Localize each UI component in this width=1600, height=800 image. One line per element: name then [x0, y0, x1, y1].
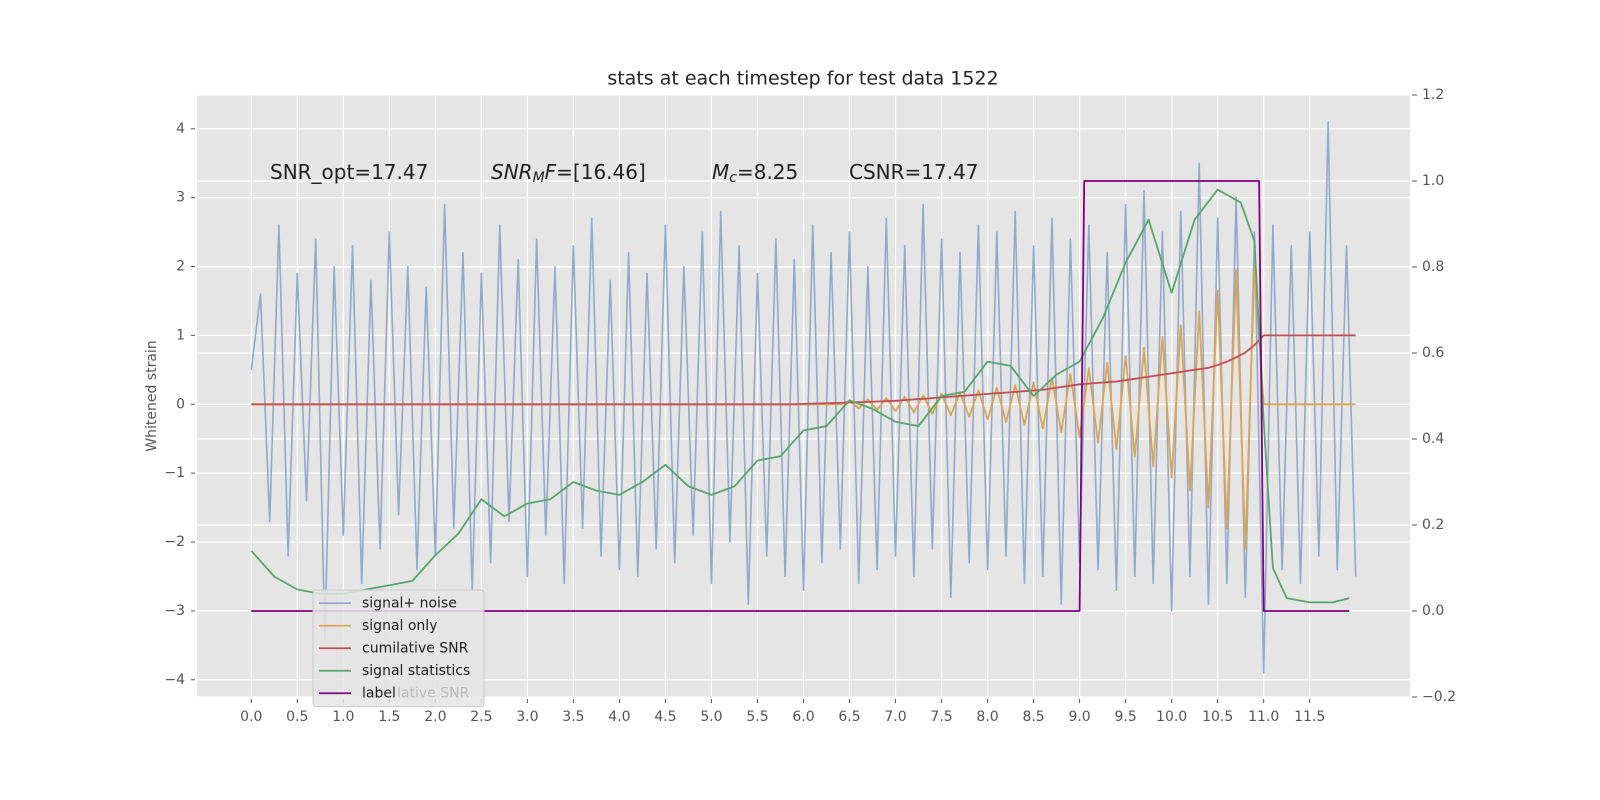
legend-label: signal statistics	[362, 663, 470, 679]
x-tick-label: 4.5	[654, 709, 676, 725]
x-tick-label: 10.5	[1202, 709, 1233, 725]
x-tick-label: 5.5	[746, 709, 768, 725]
y-tick-label: −1	[164, 465, 185, 481]
y2-tick-label: 0.2	[1422, 517, 1444, 533]
annotation-part: SNR	[491, 160, 533, 184]
x-tick-label: 6.5	[838, 709, 860, 725]
x-tick-label: 2.0	[424, 709, 446, 725]
legend-label: signal+ noise	[362, 595, 457, 611]
series-line	[250, 188, 1350, 604]
y-tick-label: −3	[164, 603, 185, 619]
x-tick-label: 8.5	[1022, 709, 1044, 725]
x-tick-label: 2.5	[470, 709, 492, 725]
series-line	[251, 334, 1356, 406]
annotation-part: M	[533, 170, 545, 186]
annotation: SNR_opt=17.47	[270, 160, 428, 184]
x-tick-label: 11.0	[1248, 709, 1279, 725]
x-tick-label: 4.0	[608, 709, 630, 725]
legend-box	[312, 589, 485, 707]
y-tick-label: 4	[176, 121, 185, 137]
x-tick-label: 3.5	[562, 709, 584, 725]
x-tick-label: 6.0	[792, 709, 814, 725]
x-tick-label: 7.5	[930, 709, 952, 725]
x-tick-label: 9.5	[1114, 709, 1136, 725]
y2-tick-label: −0.2	[1422, 689, 1456, 705]
legend-label: signal only	[362, 618, 437, 634]
series-line	[251, 180, 1350, 612]
x-tick-label: 10.0	[1156, 709, 1187, 725]
annotation-part: =[16.46]	[556, 160, 646, 184]
annotation: Mc=8.25	[712, 160, 798, 187]
y2-tick-label: 1.0	[1422, 173, 1444, 189]
y-axis-label: Whitened strain	[144, 340, 160, 451]
x-tick-label: 0.5	[286, 709, 308, 725]
y2-tick-label: 0.4	[1422, 431, 1444, 447]
y-tick-label: 0	[176, 396, 185, 412]
annotation-part: M	[712, 160, 729, 184]
annotation-part: SNR_opt=17.47	[270, 160, 428, 184]
x-tick-label: 3.0	[516, 709, 538, 725]
y2-tick-label: 0.8	[1422, 259, 1444, 275]
x-tick-label: 11.5	[1294, 709, 1325, 725]
chart-title: stats at each timestep for test data 152…	[607, 68, 998, 90]
annotation: CSNR=17.47	[849, 160, 979, 184]
annotation-part: F	[545, 160, 557, 184]
x-tick-label: 0.0	[240, 709, 262, 725]
y-tick-label: −4	[164, 672, 185, 688]
annotation-part: CSNR=17.47	[849, 160, 979, 184]
y-tick-label: 1	[176, 327, 185, 343]
y2-tick-label: 1.2	[1422, 87, 1444, 103]
y2-tick-label: 0.6	[1422, 345, 1444, 361]
x-tick-label: 9.0	[1068, 709, 1090, 725]
legend-ghost: lative SNR	[397, 685, 470, 701]
legend-label: label	[362, 685, 396, 701]
annotation-part: c	[729, 170, 737, 186]
y2-tick-label: 0.0	[1422, 603, 1444, 619]
x-tick-label: 1.5	[378, 709, 400, 725]
x-tick-label: 7.0	[884, 709, 906, 725]
annotation-part: =8.25	[737, 160, 798, 184]
x-tick-label: 5.0	[700, 709, 722, 725]
y-tick-label: −2	[164, 534, 185, 550]
x-tick-label: 1.0	[332, 709, 354, 725]
annotation: SNRMF=[16.46]	[491, 160, 646, 187]
legend-label: cumilative SNR	[362, 640, 469, 656]
y-tick-label: 3	[176, 190, 185, 206]
y-tick-label: 2	[176, 259, 185, 275]
x-tick-label: 8.0	[976, 709, 998, 725]
legend: lative SNR signal+ noise signal only cumila…	[312, 589, 485, 707]
